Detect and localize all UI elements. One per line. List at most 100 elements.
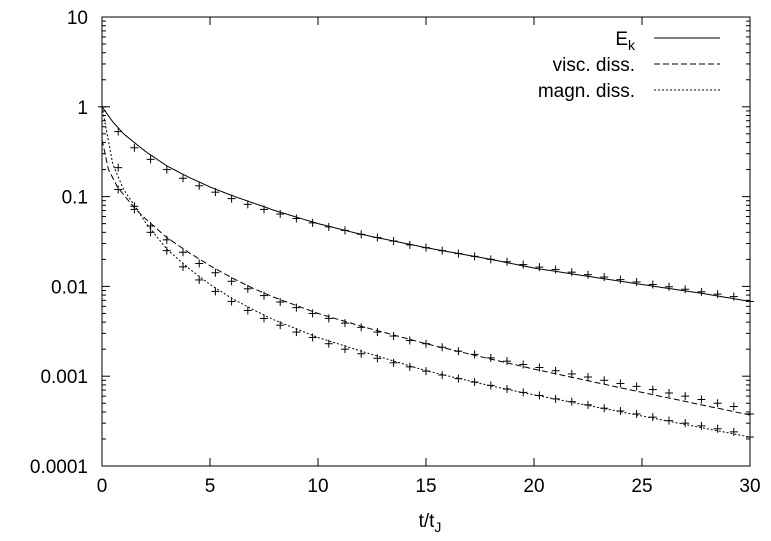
data-point bbox=[308, 218, 317, 227]
data-point bbox=[114, 163, 123, 172]
data-point bbox=[616, 406, 625, 415]
y-tick-label: 0.01 bbox=[51, 277, 88, 298]
data-point bbox=[341, 345, 349, 354]
data-point bbox=[519, 388, 528, 397]
data-point bbox=[98, 102, 106, 111]
data-point bbox=[341, 319, 349, 328]
data-point bbox=[567, 268, 576, 277]
data-point bbox=[584, 400, 592, 409]
x-axis-title: t/tJ bbox=[419, 511, 442, 535]
y-tick-label: 0.1 bbox=[62, 188, 88, 209]
data-point bbox=[292, 328, 301, 337]
data-point bbox=[146, 228, 155, 237]
data-point bbox=[227, 297, 236, 306]
data-point bbox=[179, 262, 187, 271]
data-point bbox=[146, 155, 155, 164]
data-point bbox=[260, 314, 268, 323]
data-point bbox=[551, 265, 560, 274]
x-tick-label: 15 bbox=[415, 476, 436, 497]
data-point bbox=[470, 350, 479, 359]
legend-label-0: Ek bbox=[615, 29, 636, 53]
data-point bbox=[324, 339, 333, 348]
x-tick-label: 25 bbox=[631, 476, 652, 497]
data-point bbox=[195, 259, 204, 268]
data-point bbox=[535, 391, 544, 400]
data-point bbox=[470, 252, 479, 261]
data-point bbox=[746, 297, 754, 306]
data-point bbox=[130, 143, 139, 152]
data-point bbox=[227, 194, 236, 203]
data-point bbox=[681, 285, 690, 294]
data-point bbox=[114, 127, 123, 136]
data-point bbox=[713, 424, 722, 433]
data-point bbox=[195, 181, 204, 190]
data-point bbox=[632, 277, 641, 286]
data-point bbox=[551, 394, 560, 403]
data-point bbox=[422, 339, 430, 348]
data-point bbox=[470, 378, 479, 387]
data-point bbox=[324, 222, 333, 231]
data-point bbox=[697, 421, 706, 430]
data-point bbox=[373, 233, 382, 242]
data-point bbox=[681, 392, 690, 401]
plot-frame bbox=[101, 16, 751, 467]
data-point bbox=[114, 185, 123, 194]
data-point bbox=[357, 323, 366, 332]
data-point bbox=[567, 369, 576, 378]
data-point bbox=[405, 362, 414, 371]
data-point bbox=[276, 298, 285, 307]
data-point bbox=[389, 332, 398, 341]
data-point bbox=[438, 371, 447, 380]
legend-label-2: magn. diss. bbox=[538, 81, 635, 102]
data-point bbox=[616, 379, 625, 388]
data-point bbox=[341, 226, 349, 235]
data-point bbox=[681, 419, 690, 428]
data-point bbox=[600, 273, 609, 282]
data-point bbox=[535, 263, 544, 272]
data-point bbox=[292, 214, 301, 223]
data-point bbox=[276, 210, 285, 219]
data-point bbox=[179, 174, 187, 183]
data-point bbox=[746, 433, 754, 442]
data-point bbox=[697, 287, 706, 296]
data-point bbox=[535, 363, 544, 372]
series-line-2 bbox=[101, 106, 751, 438]
data-point bbox=[665, 282, 673, 291]
x-tick-label: 0 bbox=[97, 476, 108, 497]
data-point bbox=[179, 248, 187, 257]
data-point bbox=[324, 314, 333, 323]
y-tick-label: 0.001 bbox=[40, 367, 88, 388]
data-point bbox=[503, 257, 511, 266]
data-point bbox=[405, 240, 414, 249]
x-tick-label: 30 bbox=[739, 476, 760, 497]
data-point bbox=[292, 303, 301, 312]
data-point bbox=[600, 404, 609, 413]
data-point bbox=[454, 249, 463, 258]
axes: 0 5 10 15 20 25 30 0.0001 0.001 0.01 0.1 1 10 bbox=[30, 8, 761, 497]
data-point bbox=[260, 205, 268, 214]
data-point bbox=[357, 349, 366, 358]
data-point bbox=[632, 382, 641, 391]
data-point bbox=[551, 366, 560, 375]
data-point bbox=[632, 409, 641, 418]
data-point bbox=[308, 309, 317, 318]
data-point bbox=[162, 165, 171, 174]
data-point bbox=[746, 409, 754, 418]
data-point bbox=[438, 246, 447, 255]
data-point bbox=[454, 347, 463, 356]
data-point bbox=[195, 275, 204, 284]
series-markers bbox=[98, 102, 754, 442]
legend-label-1: visc. diss. bbox=[553, 55, 635, 76]
data-point bbox=[648, 413, 657, 422]
data-point bbox=[405, 336, 414, 345]
data-point bbox=[243, 284, 252, 293]
data-point bbox=[243, 200, 252, 209]
data-point bbox=[211, 268, 220, 277]
y-tick-label: 1 bbox=[77, 98, 88, 119]
data-point bbox=[600, 376, 609, 385]
data-point bbox=[486, 381, 495, 390]
data-point bbox=[276, 321, 285, 330]
data-point bbox=[211, 188, 220, 197]
